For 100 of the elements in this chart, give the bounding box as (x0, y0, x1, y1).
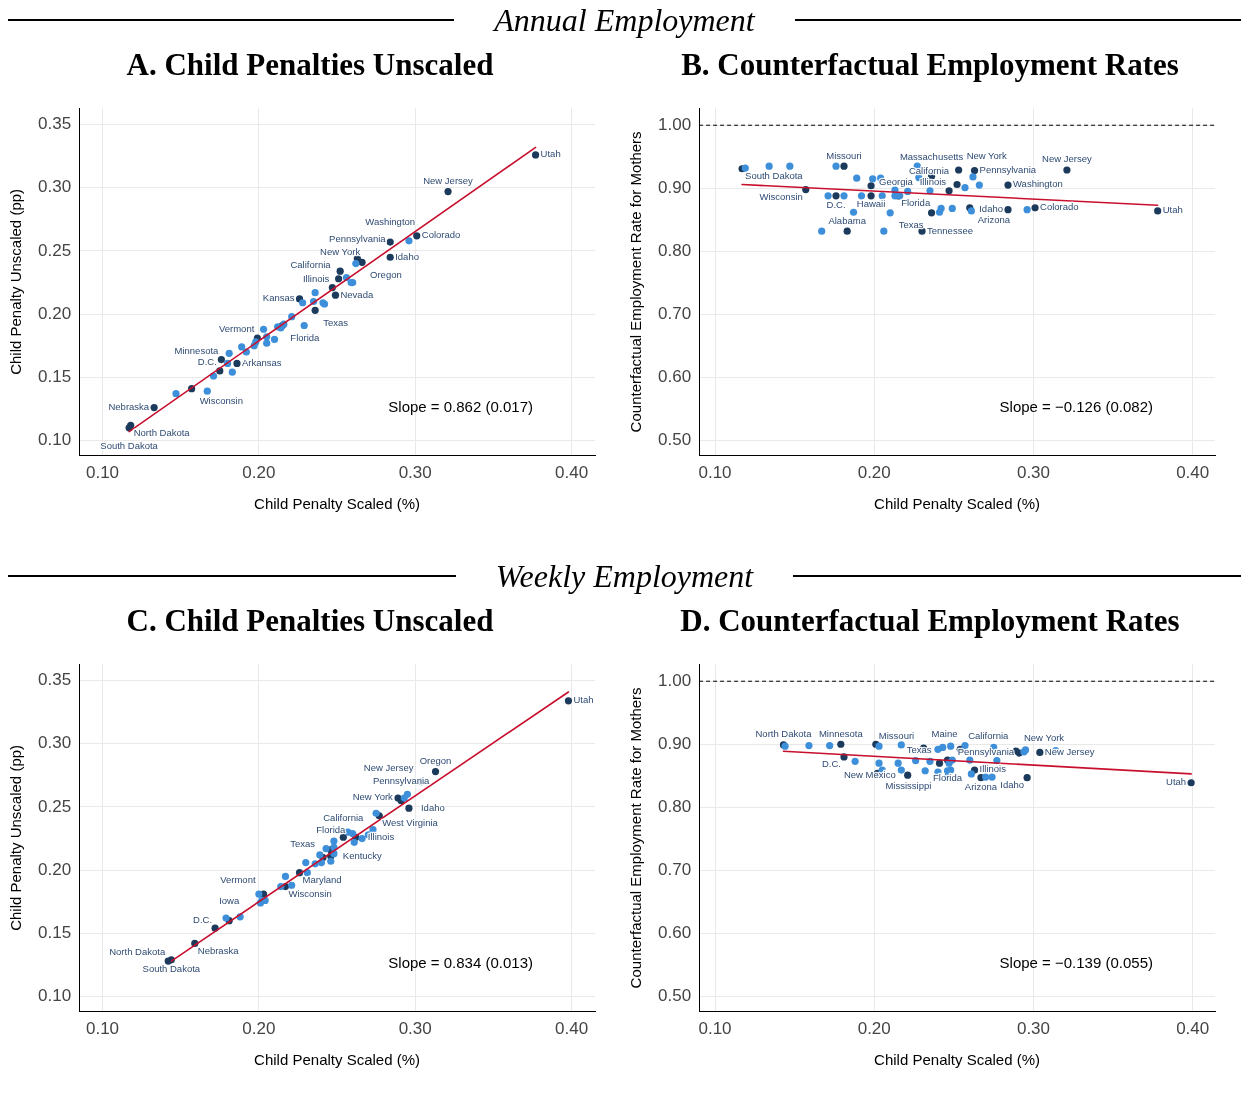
y-tick-label: 0.35 (37, 114, 72, 134)
y-tick-label: 1.00 (657, 670, 692, 690)
annotation: Kansas (262, 292, 295, 304)
annotation: South Dakota (100, 440, 159, 452)
y-tick-label: 0.15 (37, 922, 72, 942)
annotation: Oregon (370, 268, 402, 280)
annotation: Texas (290, 837, 316, 849)
x-axis-title: Child Penalty Scaled (%) (874, 495, 1040, 513)
annotation: Utah (573, 694, 594, 706)
y-tick-label: 0.25 (37, 796, 72, 816)
annotation: Utah (1166, 776, 1187, 788)
annotation: Florida (290, 331, 321, 343)
annotation: Utah (1162, 204, 1183, 216)
x-tick-label: 0.20 (857, 1019, 891, 1039)
annotation: D.C. (193, 913, 213, 925)
annotation: Wisconsin (199, 395, 243, 407)
annotation: Florida (316, 824, 347, 836)
annotation: Illinois (919, 176, 947, 188)
annotation: New Jersey (423, 174, 474, 186)
x-tick-label: 0.20 (242, 463, 276, 483)
annotation: Oregon (419, 754, 452, 766)
y-axis-title: Child Penalty Unscaled (pp) (7, 744, 25, 931)
x-tick-label: 0.20 (242, 1019, 276, 1039)
annotation: California (968, 729, 1010, 741)
annotation: New York (352, 791, 394, 803)
annotation: North Dakota (109, 946, 166, 958)
y-tick-label: 0.70 (657, 860, 692, 880)
y-tick-label: 0.10 (37, 430, 72, 450)
x-tick-label: 0.30 (398, 463, 432, 483)
annotation: California (908, 164, 950, 176)
annotation: Minnesota (174, 344, 220, 356)
annotation: Idaho (1000, 779, 1025, 791)
x-axis-title: Child Penalty Scaled (%) (254, 1051, 420, 1069)
annotation: Idaho (395, 250, 419, 262)
y-tick-label: 0.15 (37, 366, 72, 386)
annotation: Missouri (878, 729, 915, 741)
y-tick-label: 0.25 (37, 240, 72, 260)
y-tick-label: 0.80 (657, 241, 692, 261)
y-tick-label: 0.20 (37, 859, 72, 879)
chart-title: D. Counterfactual Employment Rates (679, 602, 1181, 640)
annotation: Maryland (302, 874, 342, 886)
chart-title: A. Child Penalties Unscaled (125, 46, 495, 84)
annotation: Wisconsin (288, 887, 332, 899)
annotation: North Dakota (755, 728, 813, 740)
annotation: Arizona (977, 214, 1011, 226)
annotation: Vermont (218, 323, 255, 335)
x-tick-label: 0.40 (1176, 1019, 1210, 1039)
annotation: Texas (898, 219, 924, 231)
x-axis-title: Child Penalty Scaled (%) (254, 495, 420, 513)
annotation: Idaho (420, 801, 445, 813)
annotation: Washington (1013, 178, 1063, 190)
chart-title: B. Counterfactual Employment Rates (680, 46, 1180, 84)
annotation: New Jersey (1042, 153, 1092, 165)
y-tick-label: 1.00 (657, 114, 692, 134)
annotation: Arizona (964, 781, 998, 793)
x-tick-label: 0.30 (1016, 463, 1051, 483)
annotation: North Dakota (133, 426, 191, 438)
annotation: Massachusetts (899, 150, 964, 162)
annotation: Hawaii (856, 198, 886, 210)
annotation: Idaho (979, 203, 1004, 215)
annotation: Pennsylvania (957, 746, 1015, 758)
y-tick-label: 0.50 (657, 430, 692, 450)
annotation: California (290, 259, 332, 271)
x-axis-title: Child Penalty Scaled (%) (874, 1051, 1040, 1069)
y-tick-label: 0.30 (37, 733, 72, 753)
annotation: Nevada (340, 288, 374, 300)
annotation: Texas (323, 316, 349, 328)
x-tick-label: 0.30 (1016, 1019, 1051, 1039)
annotation: Nebraska (197, 944, 240, 956)
annotation: Georgia (879, 176, 914, 188)
y-tick-label: 0.60 (657, 923, 692, 943)
annotation: Pennsylvania (329, 232, 387, 244)
annotation: Mississippi (885, 779, 932, 791)
annotation: Illinois (367, 830, 395, 842)
annotation: Wisconsin (759, 190, 803, 202)
annotation: New Jersey (363, 762, 414, 774)
annotation: Missouri (826, 149, 862, 161)
annotation: California (323, 811, 365, 823)
annotation: D.C. (821, 758, 841, 770)
annotation: Utah (540, 148, 561, 160)
chart-subtitle: Annual Employment (494, 1, 755, 39)
y-tick-label: 0.90 (657, 733, 692, 753)
chart-subtitle: Weekly Employment (495, 557, 754, 595)
y-tick-label: 0.80 (657, 797, 692, 817)
x-tick-label: 0.40 (555, 463, 589, 483)
annotation: West Virginia (382, 817, 439, 829)
annotation: Washington (365, 216, 416, 228)
y-tick-label: 0.20 (37, 303, 72, 323)
y-axis-title: Child Penalty Unscaled (pp) (7, 188, 25, 375)
y-tick-label: 0.30 (37, 177, 72, 197)
annotation: Maine (931, 728, 958, 740)
annotation: Tennessee (927, 224, 973, 236)
annotation: Colorado (1040, 201, 1079, 213)
annotation: Slope = 0.862 (0.017) (388, 397, 533, 415)
annotation: South Dakota (142, 963, 201, 975)
annotation: Nebraska (108, 400, 150, 412)
x-tick-label: 0.40 (555, 1019, 589, 1039)
annotation: New York (320, 245, 361, 257)
x-tick-label: 0.40 (1176, 463, 1210, 483)
annotation: New York (1023, 731, 1065, 743)
